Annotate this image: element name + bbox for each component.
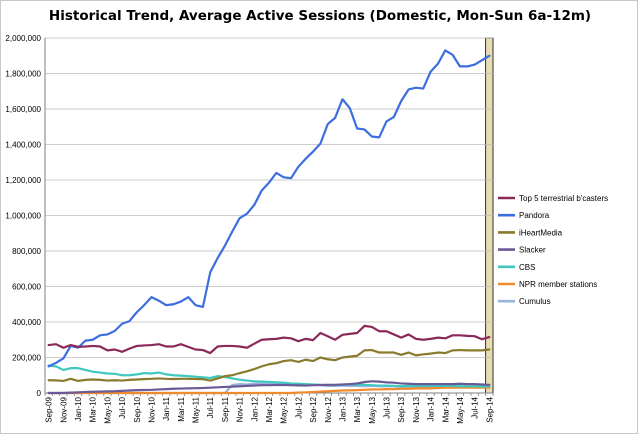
series-line-2: [47, 348, 491, 383]
x-tick-label: Jan-13: [338, 396, 347, 421]
legend-label: CBS: [519, 263, 535, 272]
x-tick-label: Mar-13: [353, 396, 362, 422]
x-tick-label: Jul-10: [118, 396, 127, 418]
x-tick-label: Nov-10: [147, 396, 156, 422]
x-tick-label: May-10: [103, 396, 112, 423]
y-tick-label: 400,000: [12, 318, 41, 327]
x-tick-label: May-14: [456, 396, 465, 423]
x-tick-label: Nov-09: [59, 396, 68, 422]
series-line-3: [47, 380, 491, 395]
x-tick-label: Jul-13: [383, 396, 392, 418]
y-tick-label: 1,000,000: [5, 212, 41, 221]
y-tick-label: 800,000: [12, 247, 41, 256]
y-tick-label: 1,400,000: [5, 141, 41, 150]
x-tick-label: Sep-10: [133, 396, 142, 422]
x-tick-label: Sep-12: [309, 396, 318, 422]
legend-label: Pandora: [519, 211, 550, 220]
legend-label: Cumulus: [519, 297, 551, 306]
x-tick-label: Jul-14: [471, 396, 480, 418]
series-line-0: [47, 324, 491, 355]
series-layer: [47, 49, 491, 395]
gridlines: [45, 37, 493, 358]
series-line-5: [47, 386, 491, 395]
x-tick-label: Jan-10: [74, 396, 83, 421]
legend-label: Slacker: [519, 246, 546, 255]
x-tick-label: May-13: [368, 396, 377, 423]
legend-label: Top 5 terrestrial b'casters: [519, 194, 608, 203]
x-tick-label: Nov-12: [324, 396, 333, 422]
axes: 0 200,000 400,000 600,000 800,000 1,000,000 1,…: [5, 34, 494, 424]
series-line-1: [47, 49, 491, 368]
x-tick-label: Jan-12: [250, 396, 259, 421]
x-tick-label: Mar-10: [89, 396, 98, 422]
x-tick-label: Nov-11: [236, 396, 245, 422]
x-tick-label: Sep-09: [45, 396, 54, 422]
x-tick-label: Mar-14: [441, 396, 450, 422]
y-tick-label: 1,800,000: [5, 70, 41, 79]
x-tick-label: Jul-12: [294, 396, 303, 418]
y-tick-label: 0: [37, 389, 42, 398]
x-tick-label: Jan-11: [162, 396, 171, 420]
legend: Top 5 terrestrial b'casters Pandora iHeart…: [498, 194, 608, 306]
y-tick-label: 600,000: [12, 283, 41, 292]
chart-title: Historical Trend, Average Active Session…: [48, 8, 592, 24]
x-tick-label: May-12: [280, 396, 289, 423]
x-tick-label: Sep-11: [221, 396, 230, 422]
legend-label: NPR member stations: [519, 280, 597, 289]
y-tick-label: 2,000,000: [5, 34, 41, 43]
x-tick-label: Mar-12: [265, 396, 274, 422]
y-tick-label: 1,600,000: [5, 105, 41, 114]
x-tick-label: Sep-14: [485, 396, 494, 422]
series-line-4: [47, 364, 491, 388]
y-tick-label: 1,200,000: [5, 176, 41, 185]
legend-label: iHeartMedia: [519, 228, 563, 237]
x-tick-label: Sep-13: [397, 396, 406, 422]
y-tick-label: 200,000: [12, 354, 41, 363]
x-tick-label: Mar-11: [177, 396, 186, 421]
x-tick-label: Jul-11: [206, 396, 215, 418]
x-tick-label: Nov-13: [412, 396, 421, 422]
x-tick-label: Jan-14: [427, 396, 436, 421]
x-tick-label: May-11: [192, 396, 201, 423]
